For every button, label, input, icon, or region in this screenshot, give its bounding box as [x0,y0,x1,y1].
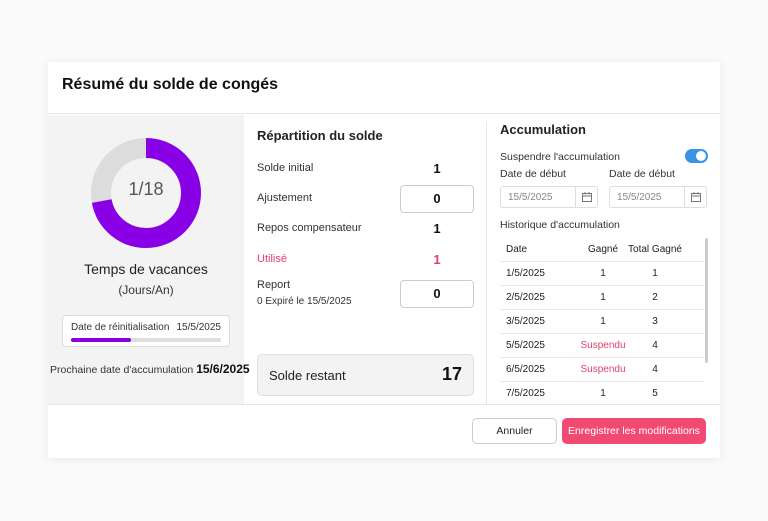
reset-progress-fill [71,338,131,342]
row-total: 2 [652,292,658,303]
row-total: 1 [652,268,658,279]
reset-date-label: Date de réinitialisation [71,322,170,333]
table-row: 1/5/2025 1 1 [500,262,704,286]
row-earned: Suspendu [580,364,626,375]
column-header-earned: Gagné [587,244,619,255]
calendar-icon[interactable] [684,187,706,207]
modal-title: Résumé du solde de congés [62,76,279,93]
reset-date-value: 15/5/2025 [176,322,222,333]
donut-progress-arc [91,138,201,248]
row-date: 7/5/2025 [506,388,545,399]
remaining-balance-label: Solde restant [269,368,346,383]
start-date-input-2[interactable]: 15/5/2025 [609,186,707,208]
remaining-balance-card: Solde restant 17 [257,354,474,396]
suspend-accrual-toggle[interactable] [685,149,708,163]
row-date: 2/5/2025 [506,292,545,303]
adjustment-label: Ajustement [257,192,313,204]
row-earned: 1 [600,268,606,279]
modal-header: Résumé du solde de congés [48,62,720,114]
accrual-history-table: Date Gagné Total Gagné 1/5/2025 1 1 2/5/… [500,238,707,405]
next-accrual-date: 15/6/2025 [196,362,250,376]
cancel-button[interactable]: Annuler [472,418,557,444]
comp-time-value: 1 [433,221,441,236]
table-row: 7/5/2025 1 5 [500,382,704,405]
suspend-accrual-label: Suspendre l'accumulation [500,151,620,163]
vacation-unit: (Jours/An) [118,283,174,297]
row-total: 3 [652,316,658,327]
footer-divider [48,404,720,405]
carryover-expiry: 0 Expiré le 15/5/2025 [257,296,352,307]
column-header-date: Date [506,244,528,255]
start-date-label-2: Date de début [609,168,675,180]
toggle-knob [696,151,706,161]
save-changes-button[interactable]: Enregistrer les modifications [562,418,706,444]
start-date-value-2: 15/5/2025 [617,192,662,203]
carryover-input[interactable]: 0 [400,280,474,308]
initial-balance-value: 1 [433,161,441,176]
row-earned: 1 [600,292,606,303]
remaining-balance-value: 17 [441,364,462,384]
column-header-total: Total Gagné [628,244,682,255]
initial-balance-label: Solde initial [257,162,314,174]
vacation-donut-chart [91,138,201,248]
breakdown-title: Répartition du solde [257,128,383,143]
used-value: 1 [433,252,441,267]
accrual-title: Accumulation [500,122,586,137]
row-total: 4 [652,364,658,375]
calendar-icon[interactable] [575,187,597,207]
row-date: 6/5/2025 [506,364,545,375]
row-earned: 1 [600,388,606,399]
start-date-value-1: 15/5/2025 [508,192,553,203]
vacation-title: Temps de vacances [84,261,208,277]
table-row: 5/5/2025 Suspendu 4 [500,334,704,358]
row-date: 1/5/2025 [506,268,545,279]
leave-balance-modal: Résumé du solde de congés 1/18 Temps de … [48,62,720,458]
reset-date-card: Date de réinitialisation 15/5/2025 [62,315,230,347]
column-divider [486,122,487,404]
comp-time-label: Repos compensateur [257,222,362,234]
row-date: 3/5/2025 [506,316,545,327]
row-total: 5 [652,388,658,399]
row-earned: 1 [600,316,606,327]
table-header: Date Gagné Total Gagné [500,238,704,262]
start-date-input-1[interactable]: 15/5/2025 [500,186,598,208]
table-row: 2/5/2025 1 2 [500,286,704,310]
carryover-label: Report [257,279,291,291]
next-accrual: Prochaine date d'accumulation 15/6/2025 [50,362,250,376]
reset-progress-track [71,338,221,342]
row-earned: Suspendu [580,340,626,351]
start-date-label-1: Date de début [500,168,566,180]
adjustment-input[interactable]: 0 [400,185,474,213]
history-scrollbar[interactable] [705,238,708,363]
row-total: 4 [652,340,658,351]
next-accrual-label: Prochaine date d'accumulation [50,364,194,376]
table-row: 3/5/2025 1 3 [500,310,704,334]
donut-value: 1/18 [128,179,164,199]
table-row: 6/5/2025 Suspendu 4 [500,358,704,382]
row-date: 5/5/2025 [506,340,545,351]
accrual-history-label: Historique d'accumulation [500,219,620,231]
used-label: Utilisé [257,253,287,265]
vacation-summary-panel: 1/18 Temps de vacances (Jours/An) Date d… [48,115,250,405]
